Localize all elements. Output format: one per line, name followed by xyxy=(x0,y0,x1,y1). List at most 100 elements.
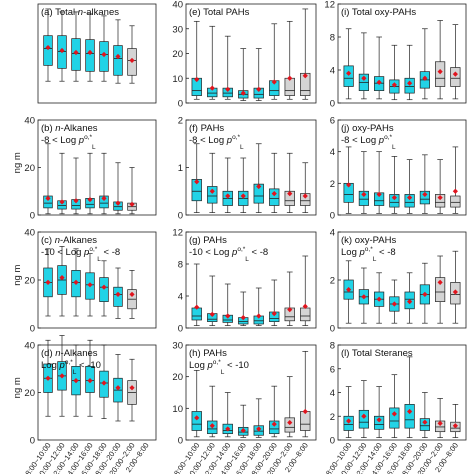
box-3 xyxy=(238,157,249,213)
title-segment: < -8 xyxy=(249,247,268,258)
title-segment: (a) Total xyxy=(41,7,78,18)
box-6 xyxy=(284,271,295,326)
y-tick-label: 0 xyxy=(30,211,35,222)
box-6 xyxy=(127,358,137,422)
mean-marker xyxy=(115,53,121,60)
panel-title: (j) oxy-PAHs xyxy=(341,123,394,134)
mean-marker xyxy=(361,413,367,419)
box-2 xyxy=(374,151,385,214)
title-segment: (f) PAHs xyxy=(189,123,224,134)
title-segment: -10 < Log xyxy=(189,247,232,258)
panel-frame xyxy=(185,231,317,329)
box-4 xyxy=(253,143,264,213)
box-4 xyxy=(253,398,264,438)
box-5 xyxy=(113,267,123,319)
panel-title: (l) Total Steranes xyxy=(341,348,413,359)
panel-i: 0 4 8 12 (i) Total oxy-PAHs xyxy=(324,0,467,110)
mean-marker xyxy=(59,199,65,205)
box-6 xyxy=(435,159,446,214)
box-4 xyxy=(99,15,109,82)
mean-marker xyxy=(194,304,200,310)
title-segment: L xyxy=(245,256,249,263)
box-3 xyxy=(389,44,400,101)
mean-marker xyxy=(437,69,443,75)
title-segment: o,* xyxy=(65,359,73,366)
panel-title: (i) Total oxy-PAHs xyxy=(341,7,416,18)
mean-marker xyxy=(452,423,458,429)
title-segment: (k) oxy-PAHs xyxy=(341,235,396,246)
mean-marker xyxy=(256,86,262,92)
mean-marker xyxy=(346,182,352,188)
panel-c: 0 20 40 ng m (c) n-Alkanes-10 < Log po,*L < … xyxy=(12,228,157,335)
mean-marker xyxy=(256,183,262,190)
y-tick-label: 8 xyxy=(330,33,335,44)
y-tick-label: 2 xyxy=(178,116,183,127)
title-segment: -8 < Log xyxy=(41,135,79,146)
title-segment: -8 < Log xyxy=(189,135,227,146)
mean-marker xyxy=(287,419,293,426)
panel-title: -10 < Log po,*L < -8 xyxy=(189,246,268,263)
mean-marker xyxy=(452,71,458,77)
y-tick-label: 0 xyxy=(330,211,335,222)
mean-marker xyxy=(129,291,135,297)
box-2 xyxy=(222,392,233,438)
panel-title: (g) PAHs xyxy=(189,235,227,246)
mean-marker xyxy=(45,279,51,285)
title-segment: n xyxy=(78,7,83,18)
title-segment: -alkanes xyxy=(83,7,119,18)
title-segment: (j) oxy-PAHs xyxy=(341,123,394,134)
box-2 xyxy=(374,272,385,324)
box-3 xyxy=(238,291,249,326)
box-5 xyxy=(113,354,123,422)
title-segment: Log xyxy=(41,360,60,371)
box-3 xyxy=(85,152,95,215)
panel-title: (d) n-Alkanes xyxy=(41,348,98,359)
box-1 xyxy=(358,267,369,324)
iqr-box xyxy=(389,194,400,208)
mean-marker xyxy=(209,85,215,91)
box-3 xyxy=(85,13,95,82)
title-segment: < -10 xyxy=(224,360,249,371)
title-segment: -8 < Log xyxy=(341,135,379,146)
mean-marker xyxy=(194,76,200,83)
title-segment: < -10 xyxy=(76,360,101,371)
y-axis-label: ng m xyxy=(12,377,23,398)
title-segment: o,* xyxy=(237,246,245,253)
panel-b: 0 20 40 ng m (b) n-Alkanes-8 < Log po,*L xyxy=(12,116,157,222)
box-1 xyxy=(57,246,67,317)
box-0 xyxy=(191,263,202,326)
mean-marker xyxy=(422,419,428,425)
panel-title: (a) Total n-alkanes xyxy=(41,7,119,18)
box-7 xyxy=(300,255,311,326)
mean-marker xyxy=(45,44,51,51)
mean-marker xyxy=(302,73,308,79)
mean-marker xyxy=(73,378,79,384)
y-tick-label: 6 xyxy=(330,116,335,127)
y-tick-label: 40 xyxy=(172,0,183,11)
y-tick-label: 0 xyxy=(178,436,183,447)
mean-marker xyxy=(302,408,308,415)
title-segment: (d) xyxy=(41,348,55,359)
y-tick-label: 20 xyxy=(24,388,35,399)
box-5 xyxy=(269,385,280,438)
panel-title: Log po,*L < -8 xyxy=(341,246,396,263)
y-tick-label: 0 xyxy=(178,324,183,335)
panel-title: (k) oxy-PAHs xyxy=(341,235,396,246)
title-segment: (c) xyxy=(41,235,55,246)
mean-marker xyxy=(59,373,65,379)
box-1 xyxy=(207,152,218,213)
y-tick-label: 30 xyxy=(172,24,183,35)
title-segment: (b) xyxy=(41,123,55,134)
mean-marker xyxy=(115,291,121,297)
box-1 xyxy=(57,152,67,215)
mean-marker xyxy=(407,194,413,201)
box-6 xyxy=(127,25,137,84)
box-0 xyxy=(343,28,354,100)
iqr-box xyxy=(404,404,415,429)
box-5 xyxy=(113,19,123,84)
mean-marker xyxy=(225,193,231,199)
y-tick-label: 20 xyxy=(172,372,183,383)
iqr-box xyxy=(374,415,385,430)
title-segment: L xyxy=(73,369,77,376)
box-4 xyxy=(404,159,415,214)
